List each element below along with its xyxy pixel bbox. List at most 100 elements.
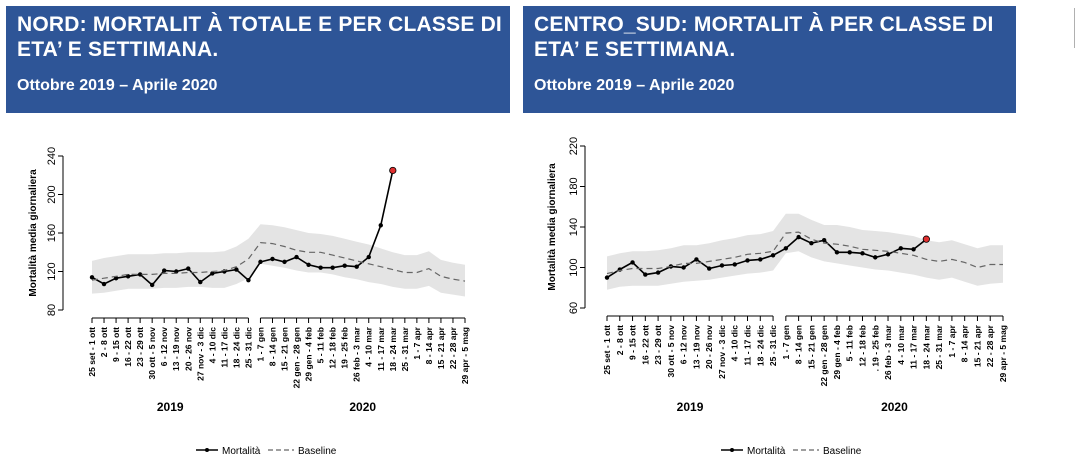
- series-point: [137, 272, 143, 277]
- x-tick-label: 9 - 15 ott: [111, 327, 121, 362]
- x-tick-label: 5 - 11 feb: [845, 325, 855, 361]
- series-point: [604, 275, 610, 280]
- x-group-label: 2020: [881, 400, 908, 414]
- series-point: [258, 259, 263, 265]
- x-tick-label: 11 - 17 mar: [909, 324, 919, 369]
- series-point: [246, 277, 251, 283]
- series-point: [234, 267, 239, 272]
- x-tick-label: 25 - 31 dic: [243, 327, 253, 368]
- series-point: [834, 250, 840, 255]
- y-tick-label: 240: [46, 147, 58, 165]
- series-point: [198, 279, 203, 285]
- x-tick-label: 25 - 31 mar: [400, 326, 410, 371]
- x-tick-label: 18 - 24 mar: [388, 326, 398, 371]
- x-tick-label: 2 - 8 ott: [99, 327, 109, 357]
- x-tick-label: 23 - 29 ott: [135, 327, 145, 367]
- banner-subtitle: Ottobre 2019 – Aprile 2020: [17, 77, 218, 94]
- series-point: [174, 269, 179, 274]
- y-tick-label: 180: [568, 177, 580, 195]
- x-tick-label: 15 - 21 gen: [280, 327, 290, 371]
- x-tick-label: 29 gen - 4 feb: [832, 325, 842, 379]
- x-tick-label: 18 - 24 mar: [921, 324, 931, 369]
- legend-baseline-label: Baseline: [298, 446, 337, 457]
- x-tick-label: 29 apr - 5 mag: [998, 325, 1008, 382]
- series-point: [282, 259, 287, 265]
- x-tick-label: 26 feb - 3 mar: [352, 326, 362, 381]
- x-tick-label: 16 - 22 ott: [640, 325, 650, 365]
- y-axis-label: Mortalità media giornaliera: [28, 169, 39, 297]
- x-tick-label: 29 gen - 4 feb: [304, 327, 314, 381]
- x-tick-label: 25 set - 1 ott: [87, 327, 97, 377]
- x-tick-label: 1 - 7 gen: [781, 325, 791, 359]
- series-point: [210, 271, 215, 276]
- x-tick-label: 20 - 26 nov: [704, 325, 714, 369]
- x-tick-label: 22 - 28 apr: [448, 326, 458, 369]
- x-tick-label: 30 ott - 5 nov: [666, 325, 676, 378]
- series-point: [270, 256, 275, 262]
- x-tick-label: 8 - 14 apr: [960, 324, 970, 362]
- series-point: [318, 265, 323, 270]
- x-tick-label: 9 - 15 ott: [628, 325, 638, 360]
- x-tick-label: 30 ott - 5 nov: [147, 327, 157, 380]
- x-tick-label: 4 - 10 dic: [207, 327, 217, 364]
- x-tick-label: 8 - 14 apr: [424, 326, 434, 364]
- series-line-baseline: [606, 231, 1003, 275]
- series-point: [149, 282, 155, 288]
- series-point: [758, 257, 763, 262]
- x-tick-label: 22 gen - 28 gen: [292, 327, 302, 388]
- confidence-band: [607, 213, 1003, 290]
- series-point: [113, 276, 119, 281]
- series-point: [655, 270, 661, 275]
- x-tick-label: 18 - 24 dic: [231, 327, 241, 368]
- x-tick-label: 11 - 17 mar: [376, 326, 386, 371]
- x-tick-label: 27 nov - 3 dic: [195, 327, 205, 381]
- x-tick-label: 12 - 18 feb: [328, 327, 338, 369]
- x-tick-label: 25 set - 1 ott: [602, 325, 612, 375]
- x-tick-label: 18 - 24 dic: [755, 325, 765, 366]
- series-point: [770, 253, 776, 258]
- y-tick-label: 160: [46, 224, 58, 242]
- series-point: [643, 272, 648, 277]
- x-group-label: 2019: [677, 400, 704, 414]
- x-tick-label: 4 - 10 mar: [364, 326, 374, 366]
- y-axis-label: Mortalità media giornaliera: [547, 163, 558, 291]
- series-point: [101, 281, 107, 287]
- x-tick-label: 4 - 10 dic: [730, 325, 740, 362]
- series-point-latest: [389, 166, 397, 175]
- x-tick-label: 13 - 19 nov: [171, 327, 181, 371]
- series-point: [898, 246, 904, 251]
- series-point: [847, 250, 852, 255]
- x-group-label: 2019: [157, 400, 184, 414]
- series-point: [294, 254, 299, 260]
- x-tick-label: 8 - 14 gen: [267, 327, 277, 366]
- legend-baseline-label: Baseline: [823, 446, 862, 457]
- x-tick-label: 13 - 19 nov: [691, 325, 701, 369]
- x-tick-label: 5 - 11 feb: [316, 327, 326, 363]
- series-point: [330, 265, 335, 270]
- x-group-label: 2020: [349, 400, 376, 414]
- series-point: [354, 264, 359, 269]
- x-tick-label: 11 - 17 dic: [219, 327, 229, 368]
- x-tick-label: 16 - 22 ott: [123, 327, 133, 367]
- x-tick-label: 6 - 12 nov: [679, 325, 689, 364]
- series-point: [306, 262, 311, 267]
- series-point: [342, 263, 347, 268]
- legend-mortalita-marker: [205, 448, 209, 452]
- series-point: [681, 265, 686, 270]
- series-point: [860, 251, 865, 256]
- x-tick-label: 22 - 28 apr: [985, 324, 995, 367]
- x-tick-label: 25 - 31 mar: [934, 324, 944, 369]
- y-tick-label: 120: [46, 262, 58, 280]
- series-point: [89, 275, 95, 280]
- y-tick-label: 140: [568, 218, 580, 236]
- series-point: [873, 255, 878, 260]
- chart-centro-sud: 60 100 140 180 220 Mortalità media giornalier…: [547, 137, 1008, 457]
- banner-title: CENTRO_SUD: MORTALIT À PER CLASSE DI ETA…: [534, 13, 994, 61]
- banner-centro-sud: CENTRO_SUD: MORTALIT À PER CLASSE DI ETA…: [523, 6, 1016, 113]
- x-tick-label: 1 - 7 gen: [255, 327, 265, 361]
- y-tick-label: 100: [568, 258, 580, 276]
- series-line-baseline: [91, 241, 466, 282]
- y-tick-label: 200: [46, 185, 58, 203]
- x-tick-label: . 19 - 25 feb: [870, 325, 880, 371]
- y-tick-label: 60: [568, 302, 580, 314]
